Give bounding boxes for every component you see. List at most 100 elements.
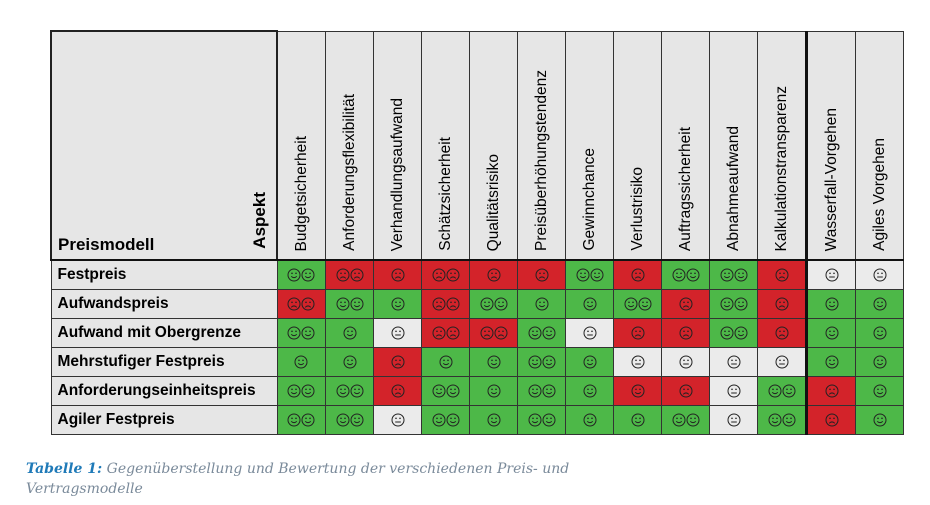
neutral-face-icon: [727, 413, 740, 427]
column-header-label: Aspekt: [250, 192, 269, 249]
smiley-face-icon: [873, 297, 886, 311]
smiley-face-icon: [350, 413, 363, 427]
smiley-face-icon: [432, 413, 445, 427]
smiley-face-icon: [287, 268, 301, 282]
rating-cell: [709, 289, 758, 319]
rating-cell: [469, 376, 518, 406]
column-header-text: Wasserfall-Vorgehen: [822, 107, 840, 251]
table-row: Mehrstufiger Festpreis: [50, 347, 904, 377]
smiley-face-icon: [583, 413, 596, 427]
smiley-face-icon: [825, 326, 838, 340]
column-header: Abnahmeaufwand: [709, 30, 758, 261]
smiley-face-icon: [734, 326, 747, 340]
rating-cell: [709, 318, 758, 348]
neutral-face-icon: [727, 384, 740, 398]
smiley-face-icon: [873, 326, 886, 340]
row-label: Agiler Festpreis: [50, 405, 278, 435]
frowny-face-icon: [535, 268, 548, 282]
column-header-text: Agiles Vorgehen: [870, 138, 888, 251]
rating-cell: [757, 405, 807, 435]
smiley-face-icon: [768, 413, 781, 427]
neutral-face-icon: [825, 268, 838, 282]
frowny-face-icon: [825, 384, 838, 398]
rating-cell: [325, 376, 374, 406]
column-header-text: Anforderungsflexibilität: [340, 94, 358, 251]
smiley-face-icon: [287, 413, 301, 427]
rating-cell: [855, 289, 904, 319]
smiley-face-icon: [624, 297, 637, 311]
column-header-text: Verlustrisiko: [628, 167, 646, 251]
column-header: Preisüberhöhungstendenz: [517, 30, 566, 261]
rating-cell: [757, 318, 807, 348]
table-caption: Tabelle 1: Gegenüberstellung und Bewertu…: [26, 459, 586, 499]
smiley-face-icon: [782, 413, 795, 427]
frowny-face-icon: [446, 297, 459, 311]
smiley-face-icon: [487, 355, 500, 369]
column-header-text: Budgetsicherheit: [292, 135, 310, 251]
smiley-face-icon: [343, 355, 356, 369]
comparison-table: Preismodell Aspekt Budgetsicherheit Anfor…: [50, 30, 904, 435]
smiley-face-icon: [487, 384, 500, 398]
neutral-face-icon: [631, 355, 644, 369]
rating-cell: [517, 289, 566, 319]
frowny-face-icon: [350, 268, 363, 282]
smiley-face-icon: [494, 297, 507, 311]
rating-cell: [709, 376, 758, 406]
rating-cell: [805, 376, 856, 406]
corner-header: Preismodell Aspekt: [50, 30, 278, 261]
column-header: Wasserfall-Vorgehen: [805, 30, 856, 261]
frowny-face-icon: [301, 297, 315, 311]
rating-cell: [855, 318, 904, 348]
rating-cell: [613, 405, 662, 435]
neutral-face-icon: [873, 268, 886, 282]
rating-cell: [373, 259, 422, 290]
smiley-face-icon: [301, 413, 315, 427]
rating-cell: [469, 405, 518, 435]
neutral-face-icon: [727, 355, 740, 369]
rating-cell: [325, 405, 374, 435]
rating-cell: [661, 289, 710, 319]
smiley-face-icon: [528, 326, 541, 340]
frowny-face-icon: [775, 297, 788, 311]
frowny-face-icon: [494, 326, 507, 340]
rating-cell: [276, 289, 326, 319]
smiley-face-icon: [873, 413, 886, 427]
rating-cell: [373, 376, 422, 406]
table-row: Aufwandspreis: [50, 289, 904, 319]
rating-cell: [517, 259, 566, 290]
rating-cell: [805, 289, 856, 319]
smiley-face-icon: [590, 268, 603, 282]
smiley-face-icon: [638, 297, 651, 311]
smiley-face-icon: [487, 413, 500, 427]
rating-cell: [855, 405, 904, 435]
frowny-face-icon: [287, 297, 301, 311]
smiley-face-icon: [686, 413, 699, 427]
rating-cell: [805, 259, 856, 290]
frowny-face-icon: [391, 355, 404, 369]
column-header: Schätzsicherheit: [421, 30, 470, 261]
rating-cell: [661, 259, 710, 290]
rating-cell: [757, 376, 807, 406]
rating-cell: [373, 289, 422, 319]
rating-cell: [709, 259, 758, 290]
row-header-label: Preismodell: [58, 235, 155, 254]
rating-cell: [421, 405, 470, 435]
rating-cell: [661, 405, 710, 435]
frowny-face-icon: [446, 326, 459, 340]
column-header-text: Auftragssicherheit: [676, 126, 694, 251]
neutral-face-icon: [391, 326, 404, 340]
column-header-text: Preisüberhöhungstendenz: [532, 70, 550, 251]
smiley-face-icon: [734, 268, 747, 282]
smiley-face-icon: [583, 297, 596, 311]
column-header: Verlustrisiko: [613, 30, 662, 261]
smiley-face-icon: [542, 413, 555, 427]
rating-cell: [469, 318, 518, 348]
column-header: Budgetsicherheit: [276, 30, 326, 261]
table-row: Aufwand mit Obergrenze: [50, 318, 904, 348]
frowny-face-icon: [631, 268, 644, 282]
rating-cell: [565, 289, 614, 319]
smiley-face-icon: [535, 297, 548, 311]
smiley-face-icon: [528, 355, 541, 369]
rating-cell: [469, 289, 518, 319]
column-header-text: Schätzsicherheit: [436, 137, 454, 251]
